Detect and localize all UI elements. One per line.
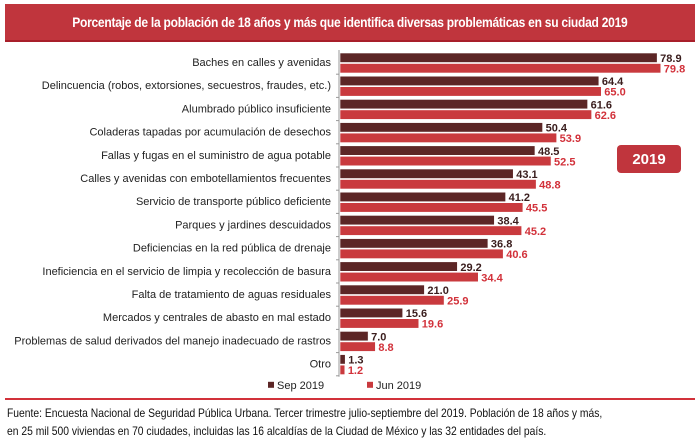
data-label-sep-2019: 64.4 bbox=[602, 76, 624, 88]
data-label-sep-2019: 48.5 bbox=[538, 146, 559, 158]
data-label-sep-2019: 21.0 bbox=[427, 285, 448, 297]
data-label-sep-2019: 7.0 bbox=[371, 331, 386, 343]
year-badge-label: 2019 bbox=[632, 150, 666, 168]
bar-sep-2019 bbox=[339, 307, 404, 319]
data-label-sep-2019: 1.3 bbox=[348, 355, 363, 367]
category-label: Coladeras tapadas por acumulación de des… bbox=[89, 127, 331, 139]
bar-jun-2019 bbox=[339, 202, 524, 213]
data-label-sep-2019: 50.4 bbox=[546, 123, 568, 135]
bar-jun-2019 bbox=[339, 271, 479, 283]
data-label-jun-2019: 34.4 bbox=[481, 272, 503, 284]
bar-jun-2019 bbox=[339, 156, 552, 167]
year-badge: 2019 bbox=[617, 145, 681, 173]
bar-jun-2019 bbox=[339, 63, 662, 74]
bar-jun-2019 bbox=[339, 341, 376, 352]
data-label-sep-2019: 36.8 bbox=[491, 239, 512, 251]
source-note-line-2: en 25 mil 500 viviendas en 70 ciudades, … bbox=[7, 424, 547, 438]
legend-label-jun-2019: Jun 2019 bbox=[376, 380, 421, 392]
data-label-jun-2019: 40.6 bbox=[506, 249, 527, 261]
category-label: Calles y avenidas con embotellamientos f… bbox=[80, 173, 331, 185]
category-label: Servicio de transporte público deficient… bbox=[136, 196, 331, 208]
footer-divider bbox=[5, 398, 695, 400]
data-label-jun-2019: 65.0 bbox=[604, 87, 625, 99]
category-label: Baches en calles y avenidas bbox=[192, 57, 331, 69]
chart-title-bar: Porcentaje de la población de 18 años y … bbox=[5, 4, 695, 42]
bar-jun-2019 bbox=[339, 318, 420, 329]
legend-label-sep-2019: Sep 2019 bbox=[277, 380, 324, 392]
category-label: Ineficiencia en el servicio de limpia y … bbox=[42, 266, 331, 278]
category-label: Otro bbox=[310, 359, 331, 371]
category-label: Parques y jardines descuidados bbox=[175, 219, 331, 231]
data-label-jun-2019: 25.9 bbox=[447, 296, 468, 308]
data-label-jun-2019: 62.6 bbox=[595, 110, 616, 122]
bar-jun-2019 bbox=[339, 248, 504, 259]
bar-sep-2019 bbox=[339, 122, 543, 133]
source-note-line-1: Fuente: Encuesta Nacional de Seguridad P… bbox=[7, 406, 603, 420]
category-label: Problemas de salud derivados del manejo … bbox=[14, 335, 331, 347]
category-label: Delincuencia (robos, extorsiones, secues… bbox=[42, 80, 331, 92]
data-label-sep-2019: 78.9 bbox=[660, 53, 681, 65]
bar-sep-2019 bbox=[339, 284, 425, 295]
bar-sep-2019 bbox=[339, 354, 346, 365]
bar-sep-2019 bbox=[339, 99, 588, 110]
chart-title: Porcentaje de la población de 18 años y … bbox=[72, 14, 628, 30]
data-label-sep-2019: 61.6 bbox=[591, 99, 612, 111]
data-label-sep-2019: 15.6 bbox=[406, 308, 427, 320]
data-label-sep-2019: 43.1 bbox=[516, 169, 537, 181]
data-label-sep-2019: 29.2 bbox=[460, 262, 481, 274]
data-label-jun-2019: 8.8 bbox=[378, 342, 393, 354]
bar-sep-2019 bbox=[339, 52, 658, 63]
data-label-jun-2019: 1.2 bbox=[348, 365, 363, 377]
bar-sep-2019 bbox=[339, 331, 369, 342]
legend-swatch-sep-2019 bbox=[268, 381, 274, 388]
bar-sep-2019 bbox=[339, 261, 458, 272]
bar-sep-2019 bbox=[339, 168, 514, 179]
category-label: Fallas y fugas en el suministro de agua … bbox=[101, 150, 331, 162]
category-label: Deficiencias en la red pública de drenaj… bbox=[133, 243, 331, 255]
category-label: Alumbrado público insuficiente bbox=[182, 103, 331, 115]
bar-jun-2019 bbox=[339, 364, 346, 375]
data-label-jun-2019: 53.9 bbox=[560, 133, 581, 145]
bar-sep-2019 bbox=[339, 191, 506, 202]
bar-jun-2019 bbox=[339, 86, 602, 97]
bar-sep-2019 bbox=[339, 145, 536, 156]
bar-sep-2019 bbox=[339, 238, 489, 249]
category-label: Mercados y centrales de abasto en mal es… bbox=[103, 312, 331, 324]
data-label-jun-2019: 45.5 bbox=[526, 203, 547, 215]
data-label-jun-2019: 48.8 bbox=[539, 180, 560, 192]
bar-jun-2019 bbox=[339, 295, 445, 306]
bar-jun-2019 bbox=[339, 109, 592, 120]
bar-sep-2019 bbox=[339, 75, 600, 86]
category-label: Falta de tratamiento de aguas residuales bbox=[132, 289, 332, 301]
bar-sep-2019 bbox=[339, 215, 495, 226]
bar-jun-2019 bbox=[339, 179, 537, 190]
data-label-jun-2019: 45.2 bbox=[525, 226, 546, 238]
data-label-sep-2019: 41.2 bbox=[509, 192, 530, 204]
source-note: Fuente: Encuesta Nacional de Seguridad P… bbox=[7, 404, 695, 440]
bar-jun-2019 bbox=[339, 132, 557, 143]
data-label-sep-2019: 38.4 bbox=[497, 215, 519, 227]
data-label-jun-2019: 79.8 bbox=[664, 64, 685, 76]
legend-swatch-jun-2019 bbox=[367, 381, 373, 388]
data-label-jun-2019: 52.5 bbox=[554, 156, 575, 168]
bar-jun-2019 bbox=[339, 225, 523, 236]
data-label-jun-2019: 19.6 bbox=[422, 319, 443, 331]
